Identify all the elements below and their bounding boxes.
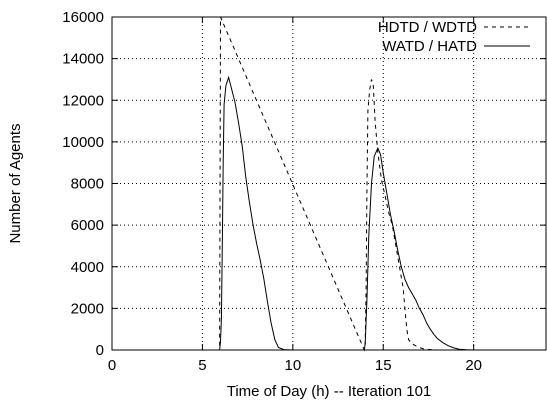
legend-label: WATD / HATD bbox=[382, 38, 477, 55]
series-lines bbox=[112, 16, 546, 352]
gridlines bbox=[112, 17, 546, 350]
x-tick-label: 5 bbox=[198, 357, 206, 374]
series-line-1 bbox=[112, 16, 546, 352]
y-tick-label: 6000 bbox=[71, 217, 104, 234]
y-tick-label: 16000 bbox=[62, 9, 104, 26]
y-tick-label: 4000 bbox=[71, 259, 104, 276]
y-tick-label: 8000 bbox=[71, 176, 104, 193]
x-axis-title: Time of Day (h) -- Iteration 101 bbox=[227, 383, 432, 400]
y-tick-label: 12000 bbox=[62, 92, 104, 109]
y-tick-label: 10000 bbox=[62, 134, 104, 151]
y-tick-label: 0 bbox=[96, 342, 104, 359]
x-tick-label: 0 bbox=[108, 357, 116, 374]
legend-label: HDTD / WDTD bbox=[378, 19, 477, 36]
y-tick-label: 2000 bbox=[71, 300, 104, 317]
axis-ticks: 0 5 10 15 20 0 2000 4000 6000 8000 10000 12000 14000… bbox=[62, 9, 546, 374]
legend: HDTD / WDTD WATD / HATD bbox=[378, 19, 530, 55]
series-line-2 bbox=[112, 75, 546, 351]
x-tick-label: 10 bbox=[284, 357, 301, 374]
y-axis-title: Number of Agents bbox=[7, 123, 24, 243]
x-tick-label: 15 bbox=[375, 357, 392, 374]
x-tick-label: 20 bbox=[465, 357, 482, 374]
y-tick-label: 14000 bbox=[62, 51, 104, 68]
